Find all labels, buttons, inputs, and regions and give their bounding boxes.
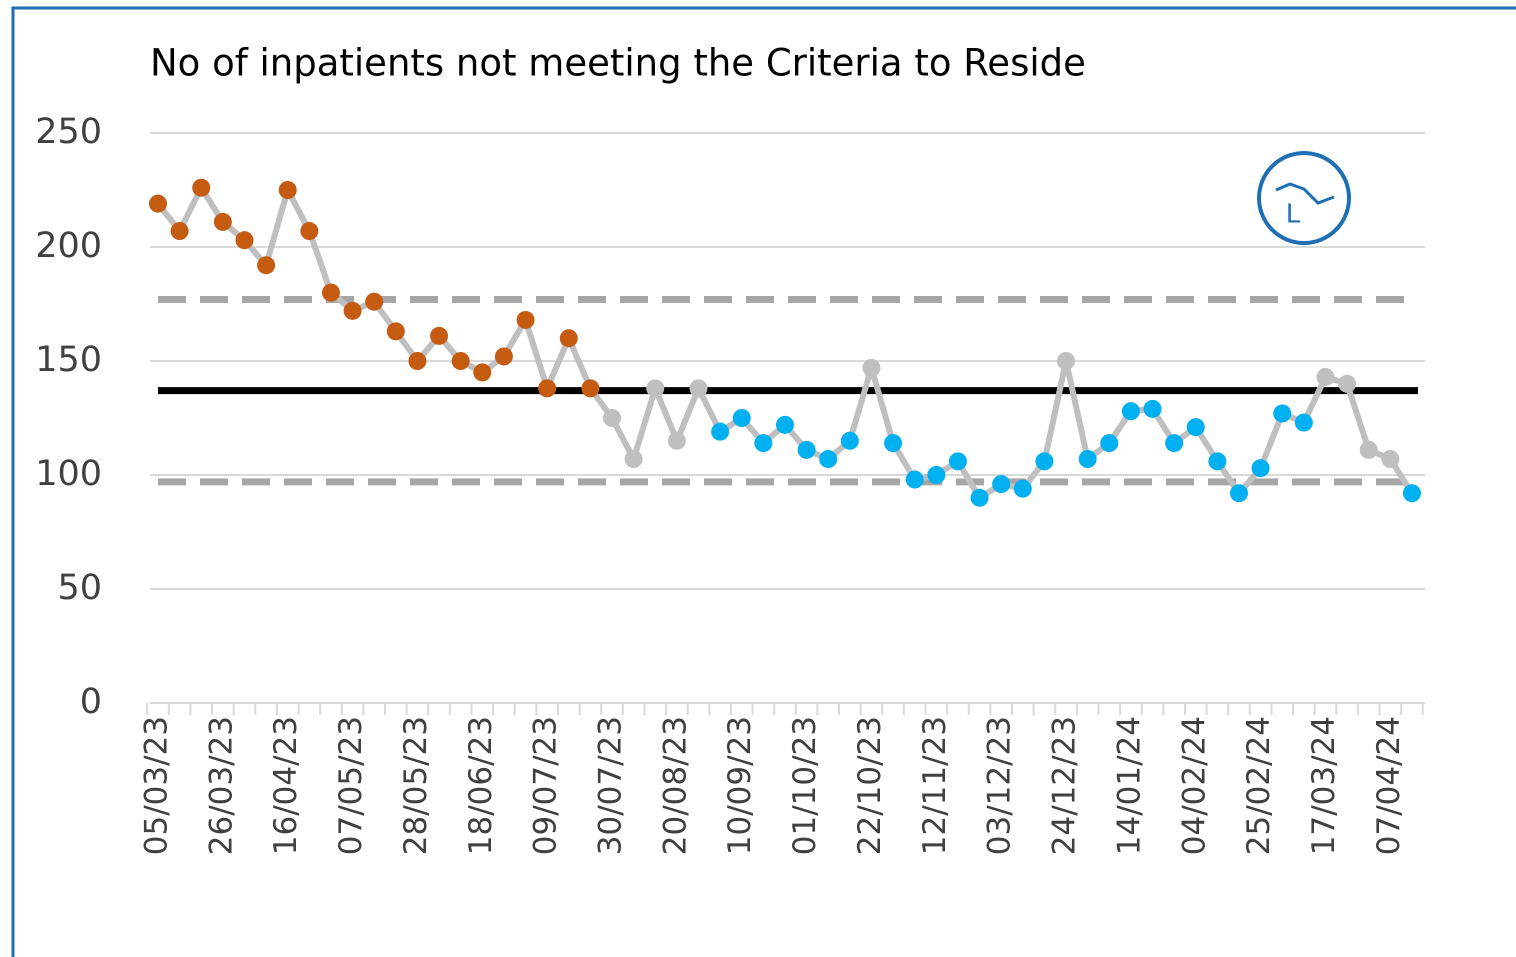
x-tick-label: 07/04/24 <box>1371 716 1407 855</box>
y-tick-label: 200 <box>35 226 102 266</box>
marker <box>149 194 167 213</box>
marker <box>408 352 427 370</box>
marker <box>1165 434 1184 453</box>
marker <box>1208 452 1227 471</box>
marker <box>754 434 773 453</box>
marker <box>1381 450 1400 469</box>
marker <box>278 181 297 199</box>
marker <box>905 470 924 489</box>
x-tick-label: 20/08/23 <box>657 716 693 855</box>
y-tick-label: 50 <box>57 568 102 608</box>
marker <box>1057 352 1076 370</box>
marker <box>667 431 686 450</box>
marker <box>1316 367 1335 386</box>
y-tick-label: 250 <box>35 112 102 152</box>
marker <box>343 301 362 320</box>
marker <box>1035 452 1054 471</box>
marker <box>1230 484 1248 503</box>
marker <box>494 347 513 366</box>
marker <box>603 409 622 427</box>
series-line <box>155 184 1415 501</box>
marker <box>948 452 967 471</box>
marker <box>300 222 319 241</box>
marker <box>992 475 1011 494</box>
marker <box>797 440 816 459</box>
x-tick-label: 10/09/23 <box>722 716 758 855</box>
marker <box>386 322 405 341</box>
marker <box>1402 484 1421 503</box>
icon-circle <box>1257 151 1351 245</box>
marker <box>1186 418 1205 437</box>
icon: L <box>1257 151 1351 245</box>
marker <box>451 352 470 370</box>
x-tick-label: 28/05/23 <box>398 716 434 855</box>
marker <box>1273 404 1292 423</box>
marker <box>775 415 794 434</box>
marker <box>927 466 946 484</box>
x-tick-label: 04/02/24 <box>1176 716 1212 855</box>
marker <box>1359 440 1378 459</box>
marker <box>516 310 535 329</box>
icon-line <box>1275 182 1335 205</box>
x-tick-label: 07/05/23 <box>333 716 369 855</box>
marker <box>1294 413 1313 432</box>
x-tick-label: 18/06/23 <box>463 716 499 855</box>
marker <box>689 379 708 398</box>
marker <box>1100 434 1119 453</box>
marker <box>1013 479 1032 498</box>
y-tick-label: 150 <box>35 340 102 380</box>
marker <box>1251 459 1270 478</box>
marker <box>970 488 989 507</box>
marker <box>1143 399 1162 418</box>
marker <box>213 212 232 231</box>
x-tick-label: 16/04/23 <box>268 716 304 855</box>
x-tick-label: 26/03/23 <box>203 716 239 855</box>
marker <box>862 358 881 377</box>
marker <box>624 450 643 469</box>
marker <box>170 222 189 241</box>
marker <box>559 329 578 348</box>
x-tick-label: 05/03/23 <box>139 716 175 855</box>
x-tick-label: 30/07/23 <box>593 716 629 855</box>
x-tick-label: 22/10/23 <box>852 716 888 855</box>
marker <box>430 326 449 345</box>
x-tick-label: 24/12/23 <box>1047 716 1083 855</box>
marker <box>257 256 276 275</box>
x-tick-label: 01/10/23 <box>787 716 823 855</box>
frame <box>11 6 1516 957</box>
marker <box>321 283 340 302</box>
y-tick-label: 0 <box>80 682 102 722</box>
x-tick-label: 25/02/24 <box>1241 716 1277 855</box>
marker <box>819 450 838 469</box>
marker <box>473 363 492 382</box>
marker <box>884 434 903 453</box>
x-tick-label: 09/07/23 <box>528 716 564 855</box>
marker <box>365 292 384 311</box>
marker <box>581 379 600 398</box>
chart-title: No of inpatients not meeting the Criteri… <box>150 42 1086 85</box>
marker <box>235 231 254 250</box>
marker <box>1121 402 1140 421</box>
x-tick-label: 03/12/23 <box>982 716 1018 855</box>
marker <box>840 431 859 450</box>
x-tick-label: 12/11/23 <box>917 716 953 855</box>
marker <box>711 422 730 441</box>
x-tick-label: 17/03/24 <box>1306 716 1342 855</box>
y-tick-label: 100 <box>35 454 102 494</box>
marker <box>1338 374 1357 393</box>
marker <box>646 379 665 398</box>
marker <box>1078 450 1097 469</box>
icon-label: L <box>1286 200 1301 230</box>
marker <box>732 409 751 427</box>
marker <box>538 379 557 398</box>
marker <box>192 178 211 197</box>
x-tick-label: 14/01/24 <box>1111 716 1147 855</box>
